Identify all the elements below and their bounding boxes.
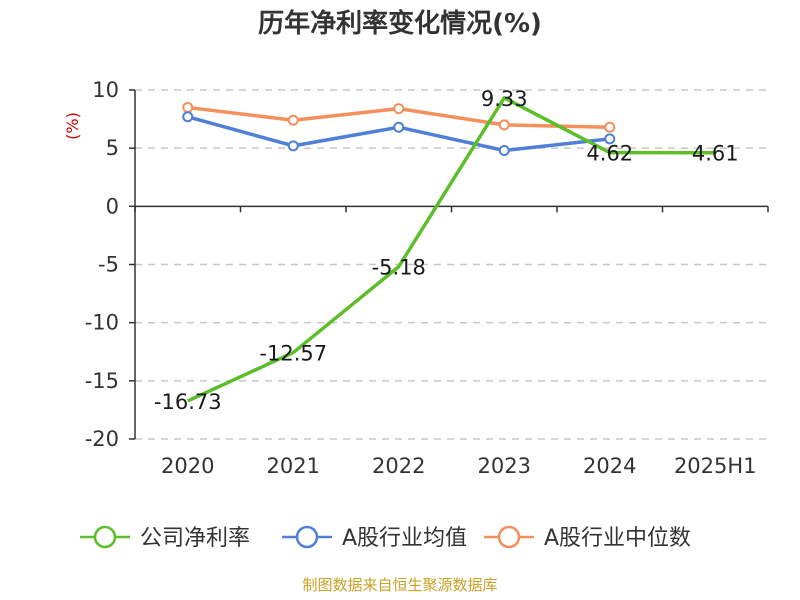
data-label-layer: -16.73 -12.57 -5.18 9.33 4.62 4.61 [154, 87, 739, 414]
series-point [498, 119, 510, 131]
legend-label: A股行业中位数 [544, 526, 691, 551]
x-tick-label: 2021 [267, 454, 320, 478]
y-tick-label: -20 [85, 427, 119, 451]
x-tick-label: 2020 [161, 454, 214, 478]
y-tick-label: 10 [92, 78, 119, 102]
data-label: -5.18 [372, 256, 426, 280]
x-tick-label: 2022 [372, 454, 425, 478]
legend-label: A股行业均值 [342, 526, 467, 551]
series-point [498, 144, 510, 156]
data-label: 4.61 [692, 142, 739, 166]
y-tick-label: -10 [85, 311, 119, 335]
x-tick-label: 2025H1 [674, 454, 757, 478]
series-line [187, 96, 716, 403]
data-label: -16.73 [154, 390, 222, 414]
data-label: -12.57 [259, 342, 327, 366]
series-point [182, 111, 194, 123]
series-point [393, 103, 405, 115]
legend-swatch-marker [93, 525, 117, 549]
legend-swatch-marker [295, 525, 319, 549]
y-tick-label: -5 [98, 253, 119, 277]
series-point [287, 140, 299, 152]
legend-swatch-marker [497, 525, 521, 549]
y-tick-label: 5 [106, 136, 119, 160]
series-layer [182, 96, 716, 403]
x-tick-label: 2024 [583, 454, 636, 478]
series-point [604, 133, 616, 145]
series-point [287, 114, 299, 126]
source-note: 制图数据来自恒生聚源数据库 [302, 576, 497, 594]
y-tick-label: 0 [106, 194, 119, 218]
series-point [393, 121, 405, 133]
legend-label: 公司净利率 [140, 526, 250, 551]
x-tick-label: 2023 [478, 454, 531, 478]
y-axis-unit: (%) [63, 112, 82, 140]
legend: 公司净利率 A股行业均值 A股行业中位数 [80, 525, 691, 551]
axis-layer: 10 5 0 -5 -10 -15 -20 2020 2021 2022 2023 2024 2025H… [85, 78, 769, 478]
data-label: 4.62 [586, 142, 633, 166]
chart-title: 历年净利率变化情况(%) [258, 8, 542, 39]
y-tick-label: -15 [85, 369, 119, 393]
series-point [182, 101, 194, 113]
grid-layer [135, 89, 768, 440]
data-label: 9.33 [481, 87, 528, 111]
series-point [604, 121, 616, 133]
